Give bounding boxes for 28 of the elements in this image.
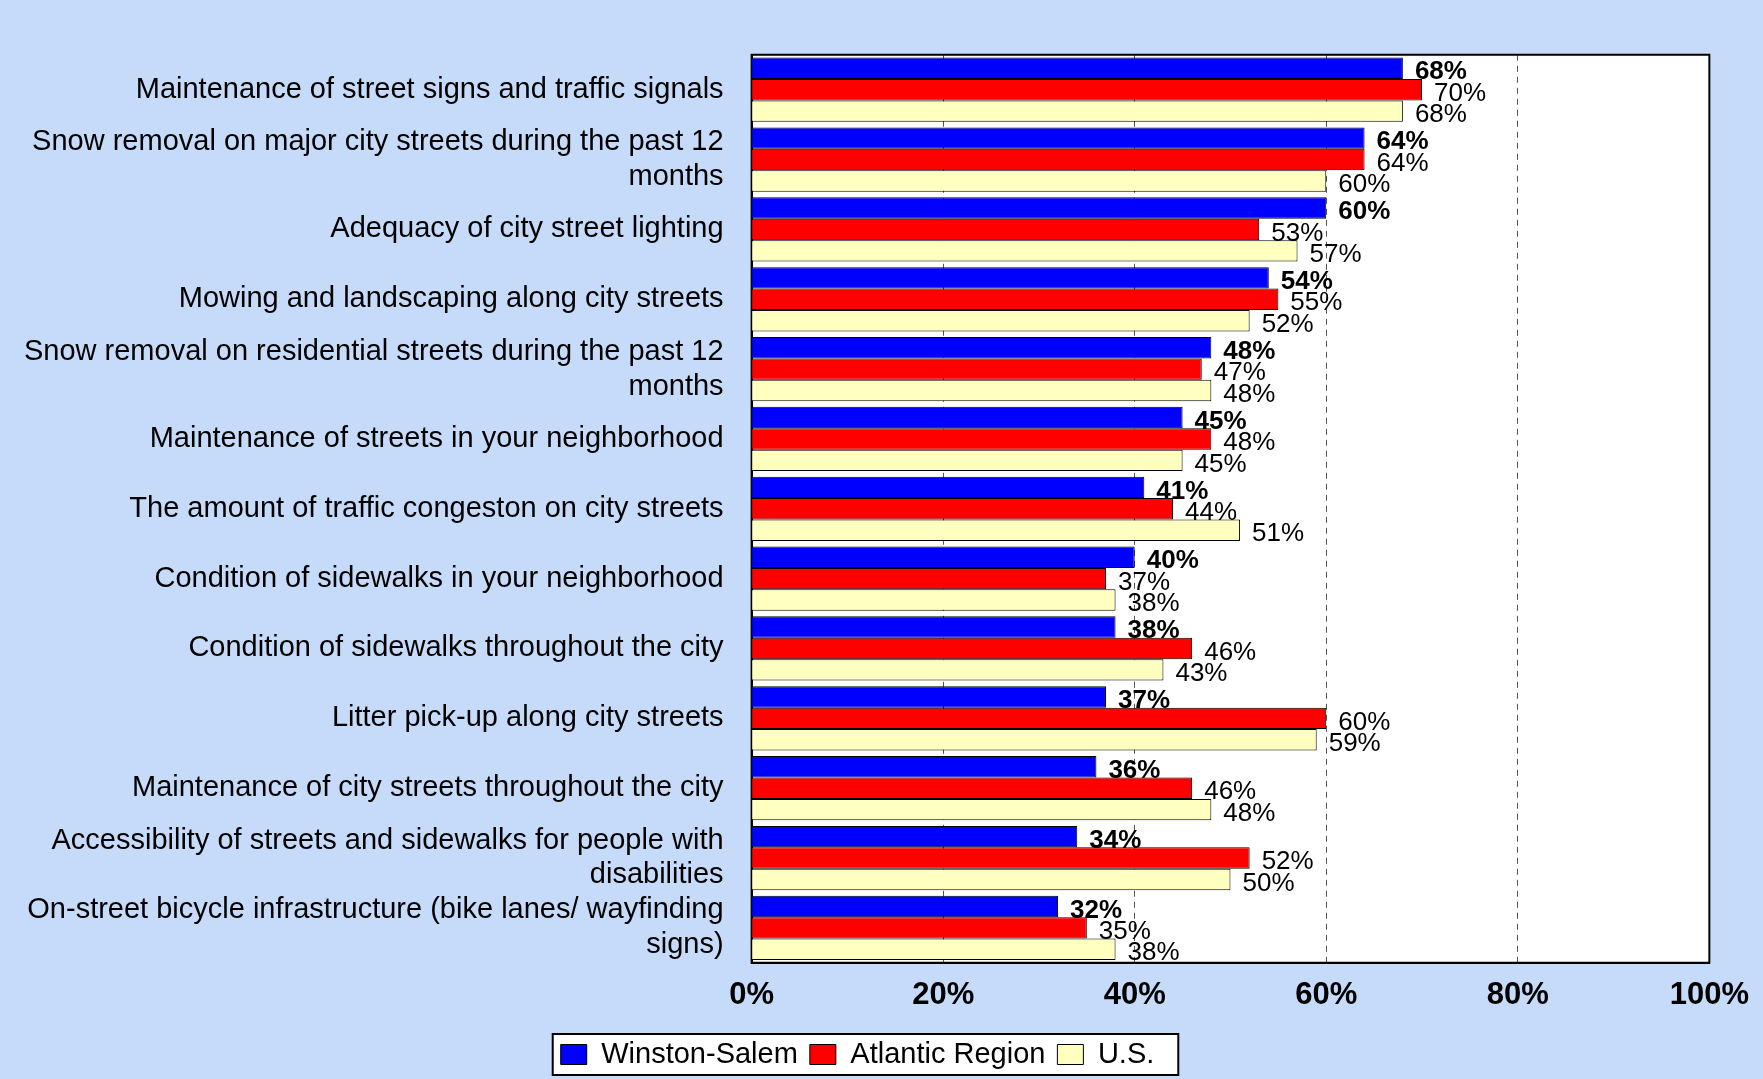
data-label: 60%	[1338, 195, 1391, 226]
y-tick-label: Condition of sidewalks in your neighborhood	[154, 560, 724, 593]
y-tick-label: Snow removal on residential streets during the past 12 months	[23, 333, 724, 401]
legend-label: Winston-Salem	[601, 1036, 798, 1069]
x-tick-label: 0%	[729, 975, 775, 1011]
y-tick-label: Snow removal on major city streets during the past 12 months	[32, 124, 724, 191]
y-tick-label: Maintenance of street signs and traffic signals	[135, 71, 724, 104]
y-tick-label: On-street bicycle infrastructure (bike lanes/ wayfinding signs)	[27, 892, 724, 960]
data-label: 37%	[1117, 684, 1171, 715]
x-tick-label: 20%	[912, 975, 975, 1011]
y-tick-label: Mowing and landscaping along city streets	[178, 281, 724, 314]
data-label: 36%	[1108, 753, 1161, 784]
x-tick-label: 60%	[1295, 975, 1358, 1011]
y-tick-label: Adequacy of city street lighting	[330, 211, 724, 244]
y-tick-label: Accessibility of streets and sidewalks for people with disabilities	[51, 822, 724, 890]
y-tick-label: The amount of traffic congeston on city streets	[129, 490, 724, 523]
data-label: 34%	[1089, 823, 1142, 854]
data-label: 51%	[1252, 517, 1305, 548]
data-label: 38%	[1127, 614, 1180, 645]
legend-label: U.S.	[1097, 1036, 1155, 1069]
y-tick-label: Condition of sidewalks throughout the city	[188, 630, 725, 663]
y-tick-label: Maintenance of city streets throughout the city	[132, 770, 725, 803]
x-tick-label: 80%	[1486, 975, 1549, 1011]
y-tick-label: Maintenance of streets in your neighborhood	[149, 420, 724, 453]
y-tick-label: Litter pick-up along city streets	[331, 700, 724, 733]
x-tick-label: 40%	[1103, 975, 1166, 1011]
legend-label: Atlantic Region	[850, 1036, 1046, 1069]
x-tick-label: 100%	[1669, 975, 1750, 1011]
